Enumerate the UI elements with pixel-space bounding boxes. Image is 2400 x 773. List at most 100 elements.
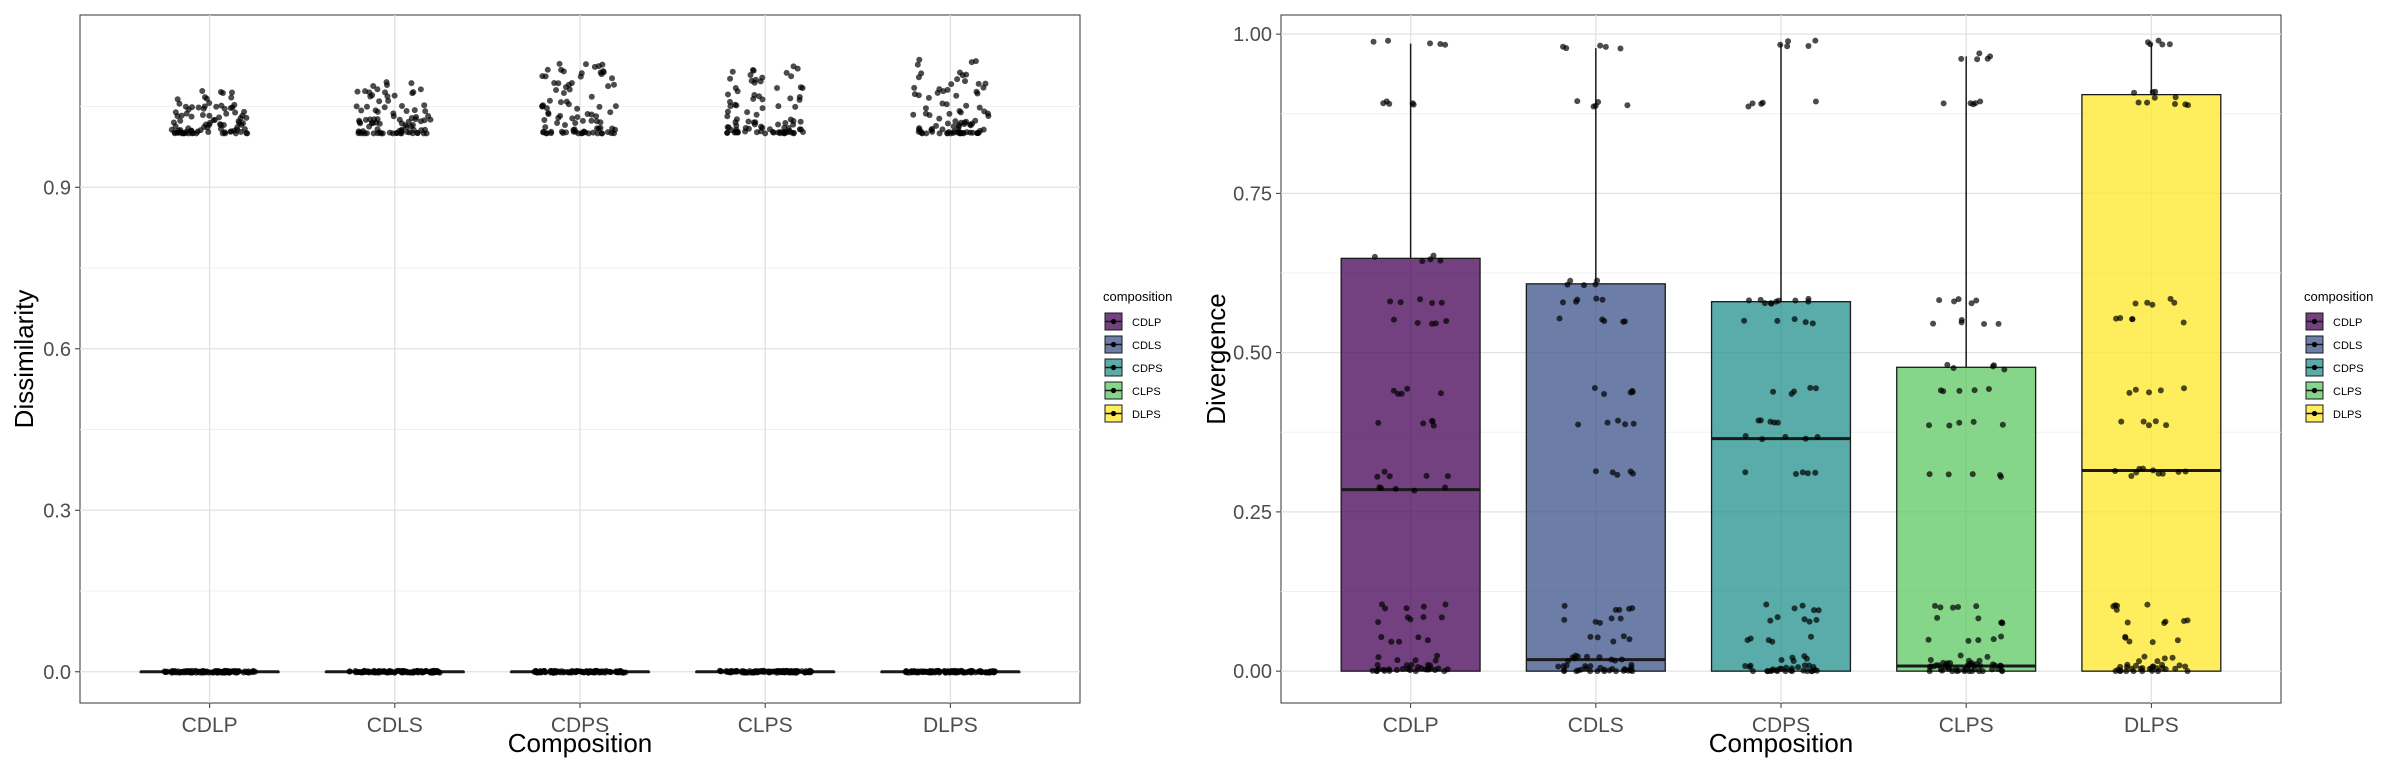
left-y-axis-title: Dissimilarity (9, 290, 39, 429)
data-point (2122, 634, 2129, 641)
data-point (775, 121, 782, 128)
data-point (935, 668, 942, 675)
data-point (744, 109, 751, 116)
data-point (2150, 663, 2157, 670)
data-point (1778, 665, 1785, 672)
data-point (1989, 661, 1996, 668)
jitter-points-cdlp (161, 88, 259, 676)
data-point (1601, 668, 1608, 675)
data-point (1420, 614, 1427, 621)
jitter-points-clps (1925, 50, 2008, 675)
data-point (1563, 662, 1570, 669)
data-point (781, 124, 788, 131)
data-point (1785, 38, 1792, 45)
data-point (202, 121, 209, 128)
box-body (1710, 301, 1852, 672)
data-point (217, 122, 224, 129)
data-point (1587, 633, 1594, 640)
data-point (782, 119, 789, 126)
data-point (537, 668, 544, 675)
legend-item-cdls: CDLS (2305, 335, 2362, 354)
data-point (1430, 252, 1437, 259)
data-point (1795, 664, 1802, 671)
y-tick-label: 0.75 (1233, 183, 1272, 205)
data-point (1403, 605, 1410, 612)
data-point (1375, 419, 1382, 426)
data-point (1608, 615, 1615, 622)
x-tick-label: CDPS (551, 714, 609, 737)
data-point (792, 103, 799, 110)
data-point (1587, 663, 1594, 670)
data-point (1970, 418, 1977, 425)
data-point (733, 116, 740, 123)
data-point (1767, 617, 1774, 624)
data-point (1388, 638, 1395, 645)
data-point (2167, 295, 2174, 302)
data-point (591, 63, 598, 70)
data-point (401, 668, 408, 675)
data-point (991, 668, 998, 675)
data-point (2139, 665, 2146, 672)
y-tick-label: 0.9 (43, 177, 71, 199)
data-point (1614, 471, 1621, 478)
data-point (1742, 662, 1749, 669)
data-point (1955, 296, 1962, 303)
data-point (370, 668, 377, 675)
data-point (417, 668, 424, 675)
data-point (1624, 102, 1631, 109)
data-point (1412, 668, 1419, 675)
data-point (1951, 298, 1958, 305)
data-point (948, 81, 955, 88)
data-point (597, 119, 604, 126)
data-point (928, 668, 935, 675)
data-point (547, 669, 554, 676)
data-point (750, 669, 757, 676)
data-point (1583, 653, 1590, 660)
data-point (1927, 656, 1934, 663)
data-point (2117, 663, 2124, 670)
data-point (355, 669, 362, 676)
data-point (607, 109, 614, 116)
data-point (2159, 661, 2166, 668)
data-point (206, 112, 213, 119)
legend-label: CDPS (1132, 363, 1163, 375)
data-point (1747, 635, 1754, 642)
legend-swatch-point (1110, 387, 1117, 394)
data-point (1791, 316, 1798, 323)
data-point (765, 668, 772, 675)
data-point (975, 80, 982, 87)
data-point (2152, 88, 2159, 95)
data-point (926, 112, 933, 119)
data-point (796, 126, 803, 133)
legend-item-cdps: CDPS (1104, 358, 1163, 377)
data-point (1936, 297, 1943, 304)
data-point (974, 130, 981, 137)
data-point (544, 66, 551, 73)
data-point (1396, 638, 1403, 645)
data-point (580, 129, 587, 136)
data-point (188, 669, 195, 676)
data-point (1599, 296, 1606, 303)
data-point (1404, 665, 1411, 672)
data-point (182, 103, 189, 110)
data-point (1984, 653, 1991, 660)
data-point (422, 108, 429, 115)
data-point (1560, 43, 1567, 50)
data-point (358, 107, 365, 114)
data-point (2149, 301, 2156, 308)
data-point (1609, 665, 1616, 672)
data-point (369, 92, 376, 99)
data-point (783, 69, 790, 76)
data-point (564, 669, 571, 676)
data-point (2171, 101, 2178, 108)
data-point (985, 112, 992, 119)
legend-swatch-point (2311, 318, 2318, 325)
data-point (1620, 633, 1627, 640)
data-point (1577, 666, 1584, 673)
data-point (1392, 485, 1399, 492)
data-point (368, 119, 375, 126)
data-point (205, 128, 212, 135)
left-marks (139, 56, 1021, 676)
box-cdps (1710, 43, 1852, 672)
